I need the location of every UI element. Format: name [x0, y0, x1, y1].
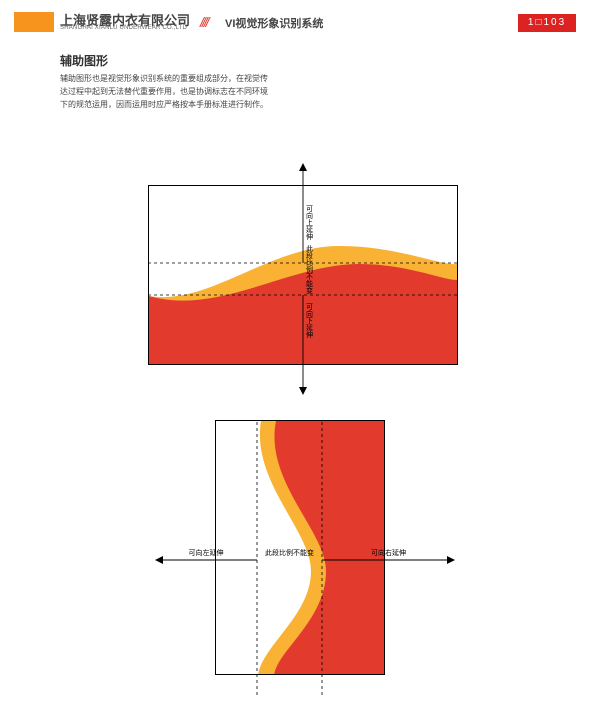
- brand-block: [14, 12, 54, 32]
- slash-decoration: ////: [200, 14, 208, 30]
- label-extend-down: 可向下延伸: [306, 303, 314, 339]
- section-title: 辅助图形: [60, 52, 108, 69]
- figure-annotations: 可向上延伸 此段比例不能变 可向下延伸: [148, 160, 458, 390]
- figure-horizontal: 可向上延伸 此段比例不能变 可向下延伸: [148, 185, 458, 365]
- figure-frame: [215, 420, 385, 675]
- arrow-head-icon: [447, 556, 455, 564]
- arrow-head-icon: [155, 556, 163, 564]
- body-line: 下的规范运用，因而运用时应严格按本手册标准进行制作。: [60, 100, 268, 109]
- wave-graphic: [216, 421, 385, 675]
- figure-vertical: 可向左延伸 此段比例不能变 可向右延伸: [150, 420, 460, 700]
- arrow-head-icon: [299, 163, 307, 171]
- label-ratio-fixed: 此段比例不能变: [306, 244, 314, 295]
- company-name-en: SHANGHAI XIANLU UNDERWEAR CO.,LTD: [60, 25, 187, 31]
- body-line: 辅助图形也是视觉形象识别系统的重要组成部分，在视觉传: [60, 74, 268, 83]
- section-description: 辅助图形也是视觉形象识别系统的重要组成部分，在视觉传 达过程中起到无法替代重要作…: [60, 72, 360, 111]
- page-number-badge: 1□103: [518, 14, 576, 32]
- vi-system-title: VI视觉形象识别系统: [225, 15, 323, 31]
- body-line: 达过程中起到无法替代重要作用，也是协调标志在不同环境: [60, 87, 268, 96]
- arrow-head-icon: [299, 387, 307, 395]
- page-header: 上海贤露内衣有限公司 SHANGHAI XIANLU UNDERWEAR CO.…: [0, 12, 600, 36]
- label-extend-up: 可向上延伸: [306, 205, 314, 241]
